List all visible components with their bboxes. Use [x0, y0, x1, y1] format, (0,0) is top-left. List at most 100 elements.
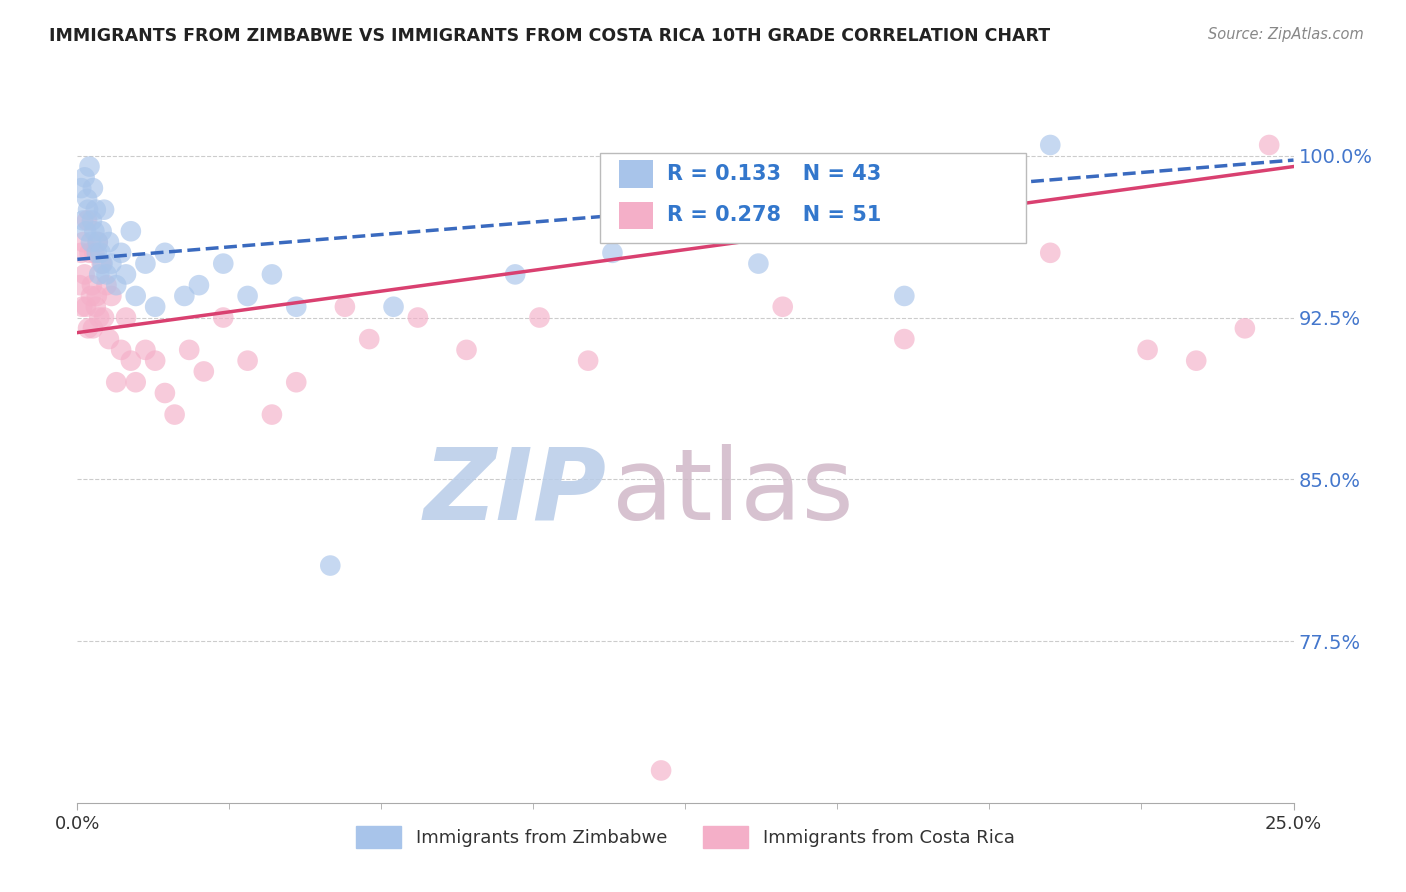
- Point: [153, 245, 176, 260]
- Point: [529, 310, 551, 325]
- Point: [70, 300, 93, 314]
- Point: [86, 289, 108, 303]
- Point: [212, 257, 235, 271]
- Point: [120, 224, 142, 238]
- Point: [1136, 343, 1159, 357]
- Point: [89, 310, 111, 325]
- Point: [333, 300, 356, 314]
- Point: [70, 245, 93, 260]
- Point: [602, 245, 624, 260]
- Point: [1039, 245, 1062, 260]
- Point: [319, 558, 342, 573]
- Point: [83, 224, 105, 238]
- Point: [193, 364, 215, 378]
- Point: [236, 353, 259, 368]
- Point: [260, 268, 283, 282]
- Point: [73, 268, 96, 282]
- Point: [1185, 353, 1208, 368]
- Point: [91, 257, 114, 271]
- Point: [456, 343, 478, 357]
- Point: [110, 245, 132, 260]
- Point: [87, 235, 110, 249]
- Point: [110, 343, 132, 357]
- Point: [236, 289, 259, 303]
- Point: [115, 268, 138, 282]
- Point: [1258, 138, 1281, 153]
- Point: [143, 300, 166, 314]
- Point: [86, 245, 108, 260]
- Point: [359, 332, 381, 346]
- Point: [576, 353, 599, 368]
- Point: [893, 332, 915, 346]
- Text: ZIP: ZIP: [423, 443, 606, 541]
- Point: [77, 202, 100, 217]
- FancyBboxPatch shape: [600, 153, 1026, 243]
- Point: [70, 181, 93, 195]
- Point: [75, 300, 97, 314]
- Point: [120, 353, 142, 368]
- Point: [75, 224, 97, 238]
- Point: [173, 289, 195, 303]
- Point: [69, 278, 91, 293]
- Point: [89, 268, 111, 282]
- Point: [125, 289, 148, 303]
- Point: [72, 235, 94, 249]
- Point: [100, 257, 122, 271]
- Text: IMMIGRANTS FROM ZIMBABWE VS IMMIGRANTS FROM COSTA RICA 10TH GRADE CORRELATION CH: IMMIGRANTS FROM ZIMBABWE VS IMMIGRANTS F…: [49, 27, 1050, 45]
- Text: R = 0.278   N = 51: R = 0.278 N = 51: [668, 205, 882, 226]
- Point: [134, 257, 156, 271]
- Point: [90, 257, 112, 271]
- Point: [143, 353, 166, 368]
- Point: [79, 245, 101, 260]
- Point: [105, 278, 128, 293]
- Point: [285, 300, 308, 314]
- Point: [893, 289, 915, 303]
- Point: [153, 386, 176, 401]
- Point: [79, 160, 101, 174]
- Point: [72, 213, 94, 227]
- Text: Source: ZipAtlas.com: Source: ZipAtlas.com: [1208, 27, 1364, 42]
- Point: [212, 310, 235, 325]
- Point: [82, 181, 104, 195]
- Point: [179, 343, 201, 357]
- Point: [80, 278, 103, 293]
- Point: [260, 408, 283, 422]
- Point: [97, 332, 120, 346]
- Point: [115, 310, 138, 325]
- Point: [96, 268, 118, 282]
- Point: [285, 376, 308, 390]
- Point: [97, 235, 120, 249]
- Point: [84, 202, 107, 217]
- Point: [163, 408, 186, 422]
- Point: [83, 245, 105, 260]
- Point: [772, 300, 794, 314]
- Point: [80, 235, 103, 249]
- Point: [93, 202, 115, 217]
- Point: [382, 300, 405, 314]
- Point: [406, 310, 429, 325]
- Point: [73, 170, 96, 185]
- Point: [77, 321, 100, 335]
- Point: [134, 343, 156, 357]
- Point: [90, 224, 112, 238]
- Legend: Immigrants from Zimbabwe, Immigrants from Costa Rica: Immigrants from Zimbabwe, Immigrants fro…: [349, 819, 1022, 855]
- Point: [125, 376, 148, 390]
- Point: [650, 764, 672, 778]
- Point: [1233, 321, 1256, 335]
- Point: [76, 213, 98, 227]
- Point: [87, 235, 110, 249]
- FancyBboxPatch shape: [619, 161, 652, 188]
- Point: [93, 310, 115, 325]
- Text: R = 0.133   N = 43: R = 0.133 N = 43: [668, 164, 882, 185]
- Point: [90, 245, 112, 260]
- Point: [188, 278, 211, 293]
- Point: [84, 300, 107, 314]
- Text: atlas: atlas: [613, 443, 853, 541]
- Point: [80, 289, 103, 303]
- Point: [76, 192, 98, 206]
- Point: [747, 257, 769, 271]
- Point: [82, 321, 104, 335]
- Point: [80, 213, 103, 227]
- Point: [100, 289, 122, 303]
- Point: [105, 376, 128, 390]
